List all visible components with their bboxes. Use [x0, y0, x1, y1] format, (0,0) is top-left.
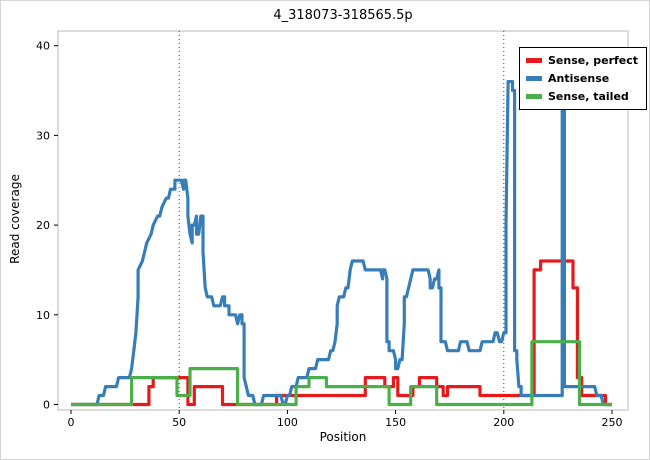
legend-item-sense-tailed: Sense, tailed — [526, 90, 638, 103]
x-tick-label: 250 — [602, 416, 623, 429]
x-tick-label: 100 — [277, 416, 298, 429]
x-tick-label: 0 — [68, 416, 75, 429]
legend-item-antisense: Antisense — [526, 72, 638, 85]
chart-title: 4_318073-318565.5p — [273, 8, 413, 23]
legend-label-sense-tailed: Sense, tailed — [548, 90, 629, 103]
series-line-antisense — [71, 79, 612, 407]
x-axis-title: Position — [319, 430, 367, 444]
x-tick-label: 200 — [493, 416, 514, 429]
y-tick-label: 30 — [36, 129, 50, 142]
series-line-sense-tailed — [71, 340, 612, 407]
legend: Sense, perfect Antisense Sense, tailed — [519, 47, 648, 110]
y-tick-label: 10 — [36, 309, 50, 322]
legend-label-antisense: Antisense — [548, 72, 610, 85]
y-tick-label: 40 — [36, 40, 50, 53]
plot-panel-border — [57, 30, 629, 411]
legend-swatch-antisense — [526, 76, 542, 81]
x-tick-label: 150 — [385, 416, 406, 429]
y-tick-label: 20 — [36, 219, 50, 232]
x-tick-label: 50 — [172, 416, 186, 429]
legend-swatch-sense-perfect — [526, 58, 542, 63]
legend-item-sense-perfect: Sense, perfect — [526, 54, 638, 67]
legend-label-sense-perfect: Sense, perfect — [548, 54, 639, 67]
y-tick-label: 0 — [43, 399, 50, 412]
legend-swatch-sense-tailed — [526, 94, 542, 99]
